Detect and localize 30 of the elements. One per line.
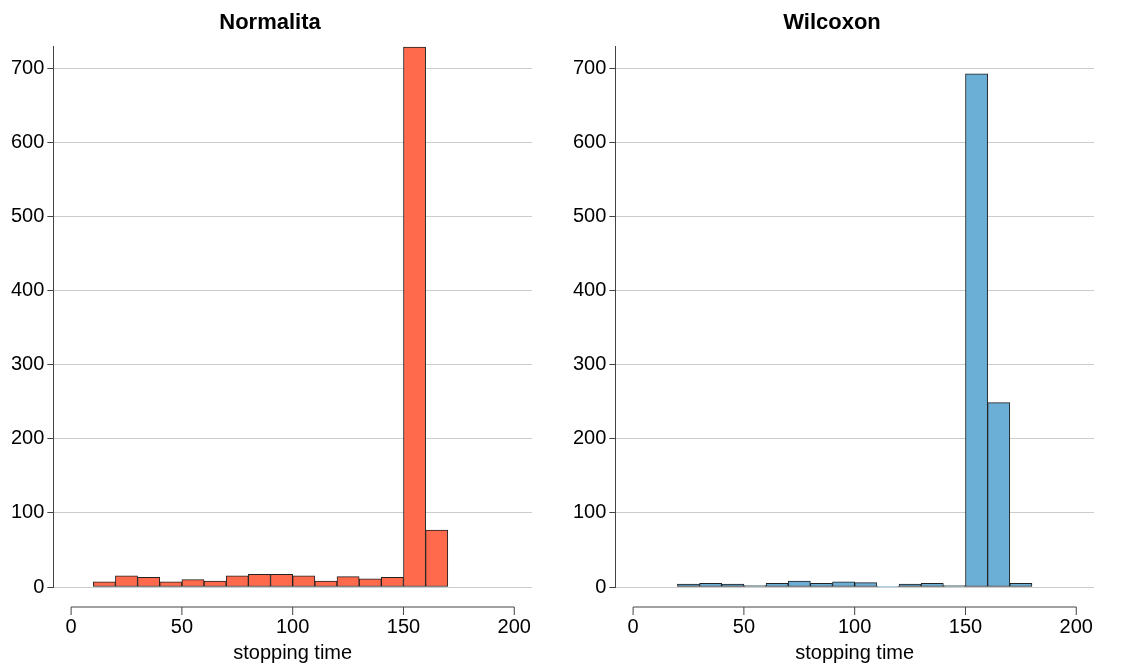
x-tick-label: 100 (276, 614, 310, 637)
chart-title: Normalita (219, 9, 322, 35)
y-tick-label: 500 (572, 204, 607, 227)
y-tick-label: 700 (572, 56, 607, 79)
x-tick-label: 50 (732, 614, 756, 637)
y-tick-label: 0 (33, 574, 45, 597)
x-tick-label: 150 (386, 614, 421, 637)
x-axis-title: stopping time (233, 640, 353, 663)
x-tick-label: 200 (1059, 614, 1093, 637)
y-tick-label: 300 (10, 352, 45, 375)
chart-title: Wilcoxon (783, 9, 881, 35)
y-tick-label: 600 (572, 130, 607, 153)
y-tick-label: 200 (10, 426, 45, 449)
x-axis-title: stopping time (795, 640, 915, 663)
x-tick-label: 50 (170, 614, 194, 637)
y-tick-label: 100 (10, 500, 45, 523)
y-tick-label: 400 (10, 278, 45, 301)
x-tick-label: 100 (838, 614, 872, 637)
y-tick-label: 200 (572, 426, 607, 449)
y-tick-label: 600 (10, 130, 45, 153)
x-tick-label: 200 (497, 614, 531, 637)
y-tick-label: 0 (595, 574, 607, 597)
x-tick-label: 150 (948, 614, 983, 637)
y-tick-label: 400 (572, 278, 607, 301)
x-tick-label: 0 (627, 614, 639, 637)
y-tick-label: 300 (572, 352, 607, 375)
y-tick-label: 100 (572, 500, 607, 523)
y-tick-label: 500 (10, 204, 45, 227)
y-tick-label: 700 (10, 56, 45, 79)
x-tick-label: 0 (65, 614, 77, 637)
